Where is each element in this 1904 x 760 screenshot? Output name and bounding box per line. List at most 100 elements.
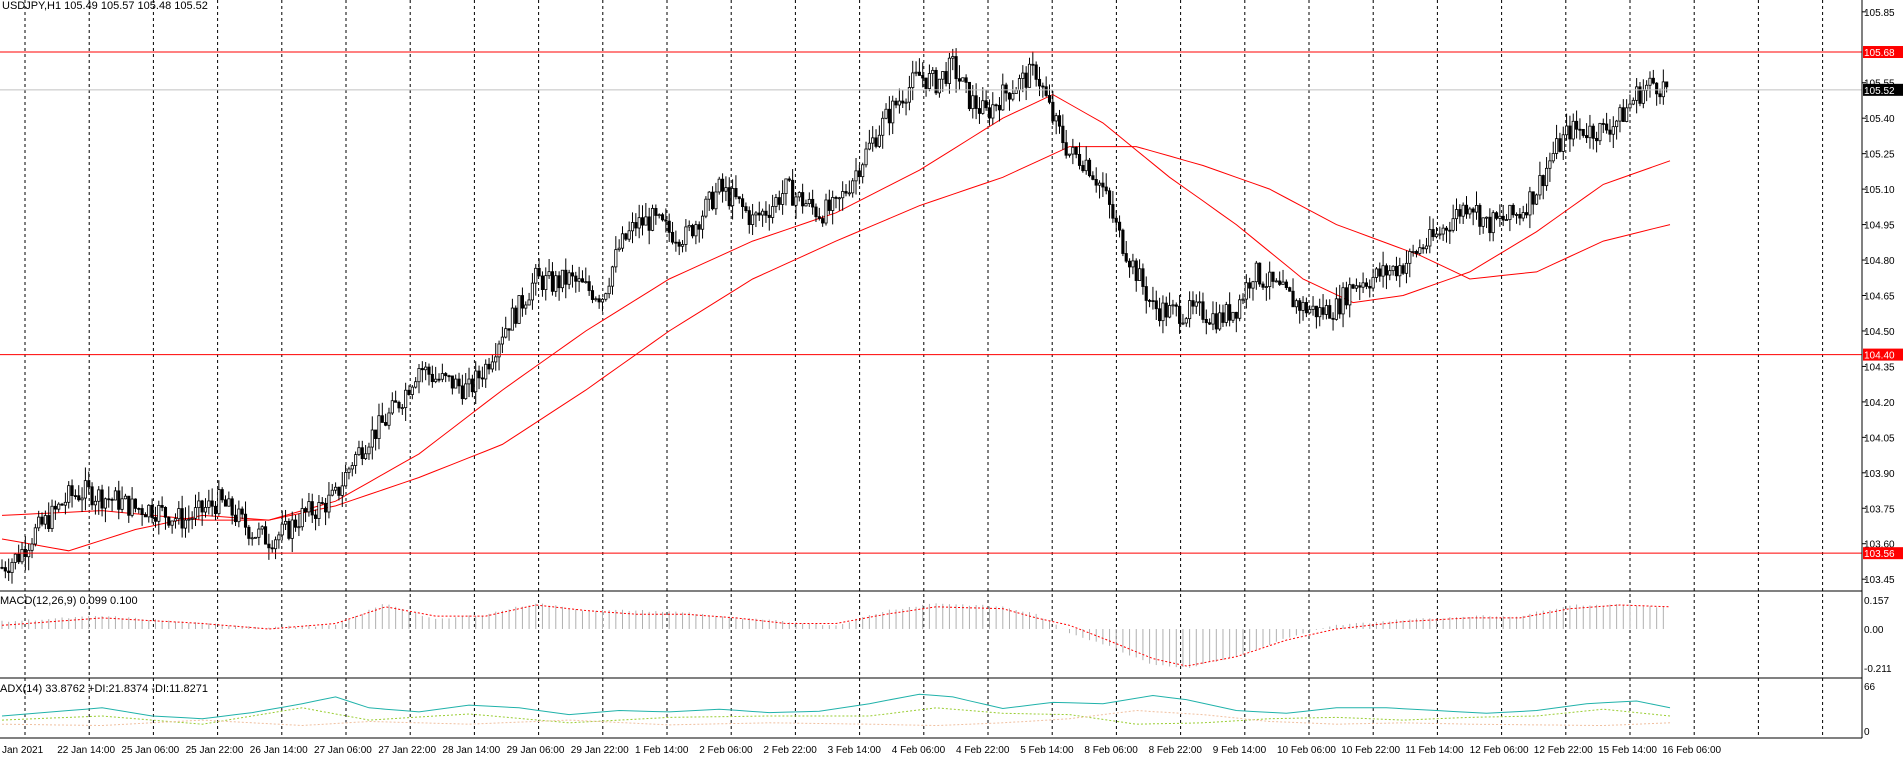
- bear-candle-body: [1501, 215, 1505, 221]
- candle: [374, 429, 378, 451]
- candle: [997, 97, 1002, 122]
- candle: [454, 374, 458, 389]
- bull-candle-body: [1348, 284, 1352, 306]
- candle: [534, 264, 538, 296]
- candle: [1605, 112, 1609, 134]
- bear-candle-body: [1394, 265, 1399, 277]
- candle: [1545, 157, 1549, 191]
- bull-candle-body: [841, 191, 845, 199]
- bull-candle-body: [1211, 313, 1215, 325]
- bull-candle-body: [13, 553, 17, 563]
- bear-candle-body: [1248, 282, 1252, 289]
- candle: [207, 489, 211, 515]
- bull-candle-body: [50, 505, 54, 529]
- bear-candle-body: [507, 328, 511, 331]
- candle: [811, 189, 815, 215]
- candle: [3, 561, 7, 579]
- level-price-tag-label: 105.68: [1864, 48, 1895, 59]
- bull-candle-body: [504, 328, 508, 338]
- bull-candle-body: [1341, 287, 1345, 315]
- bull-candle-body: [724, 187, 728, 192]
- bear-candle-body: [711, 191, 715, 210]
- candle: [1061, 114, 1065, 150]
- candle: [994, 103, 998, 112]
- macd-pane[interactable]: 0.157 0.00 -0.211: [1, 596, 1892, 675]
- candle: [1418, 239, 1422, 256]
- bear-candle-body: [160, 505, 164, 508]
- candle: [1581, 128, 1585, 138]
- bull-candle-body: [1418, 247, 1422, 254]
- bull-candle-body: [530, 282, 534, 301]
- candle: [1548, 152, 1552, 182]
- bear-candle-body: [977, 108, 982, 114]
- candle: [267, 533, 271, 560]
- candle: [1394, 256, 1399, 281]
- bull-candle-body: [941, 71, 945, 80]
- candle: [1181, 313, 1185, 326]
- bear-candle-body: [1658, 93, 1662, 98]
- bull-candle-body: [1294, 300, 1298, 308]
- candle: [1164, 296, 1168, 327]
- candle: [310, 493, 314, 524]
- candle: [63, 492, 67, 515]
- candle: [1461, 202, 1465, 224]
- candle: [1104, 173, 1108, 195]
- bull-candle-body: [1438, 233, 1442, 236]
- candle: [707, 190, 711, 211]
- bear-candle-body: [1464, 204, 1469, 215]
- candle: [1358, 282, 1362, 301]
- bear-candle-body: [721, 178, 725, 192]
- candle: [387, 407, 391, 430]
- candle: [93, 495, 97, 515]
- bull-candle-body: [1194, 301, 1198, 307]
- candle: [1501, 204, 1505, 227]
- bull-candle-body: [157, 505, 161, 522]
- horizontal-levels[interactable]: [0, 51, 1862, 554]
- bear-candle-body: [153, 517, 158, 522]
- bear-candle-body: [1575, 120, 1579, 130]
- candle: [67, 481, 71, 509]
- bull-candle-body: [454, 378, 458, 389]
- candle: [370, 416, 374, 460]
- bull-candle-body: [1598, 123, 1602, 142]
- adx-pane[interactable]: 66 0: [1, 682, 1876, 738]
- bull-candle-body: [694, 224, 698, 237]
- bear-candle-body: [987, 107, 992, 119]
- candle: [677, 239, 681, 256]
- bull-candle-body: [861, 164, 865, 178]
- bear-candle-body: [1141, 268, 1145, 287]
- bull-candle-body: [1168, 305, 1172, 318]
- bear-candle-body: [1094, 179, 1098, 186]
- bull-candle-body: [83, 480, 87, 499]
- bear-candle-body: [1117, 221, 1122, 231]
- bear-candle-body: [741, 198, 745, 208]
- time-label: 4 Feb 06:00: [892, 745, 946, 756]
- bear-candle-body: [1007, 92, 1012, 100]
- candle: [560, 269, 565, 293]
- bear-candle-body: [1047, 95, 1052, 103]
- candle: [557, 271, 561, 301]
- bear-candle-body: [1524, 212, 1529, 216]
- candle: [1094, 167, 1098, 193]
- bull-candle-body: [183, 519, 188, 529]
- candle: [210, 488, 214, 517]
- candle: [1138, 259, 1142, 281]
- price-tick-label: 105.25: [1864, 150, 1895, 161]
- candle: [277, 531, 281, 549]
- bear-candle-body: [1384, 265, 1389, 276]
- bear-candle-body: [757, 212, 761, 216]
- candle: [320, 497, 324, 505]
- bull-candle-body: [1244, 282, 1248, 300]
- main-pane[interactable]: [0, 0, 1862, 738]
- bull-candle-body: [914, 71, 918, 74]
- bear-candle-body: [1191, 300, 1195, 307]
- bull-candle-body: [1381, 265, 1385, 277]
- candle: [250, 532, 254, 546]
- bull-candle-body: [560, 269, 565, 289]
- bear-candle-body: [834, 197, 838, 199]
- bear-candle-body: [230, 498, 234, 516]
- bear-candle-body: [1271, 271, 1275, 282]
- candle: [474, 361, 478, 405]
- candle: [644, 202, 648, 226]
- candle: [1565, 113, 1569, 141]
